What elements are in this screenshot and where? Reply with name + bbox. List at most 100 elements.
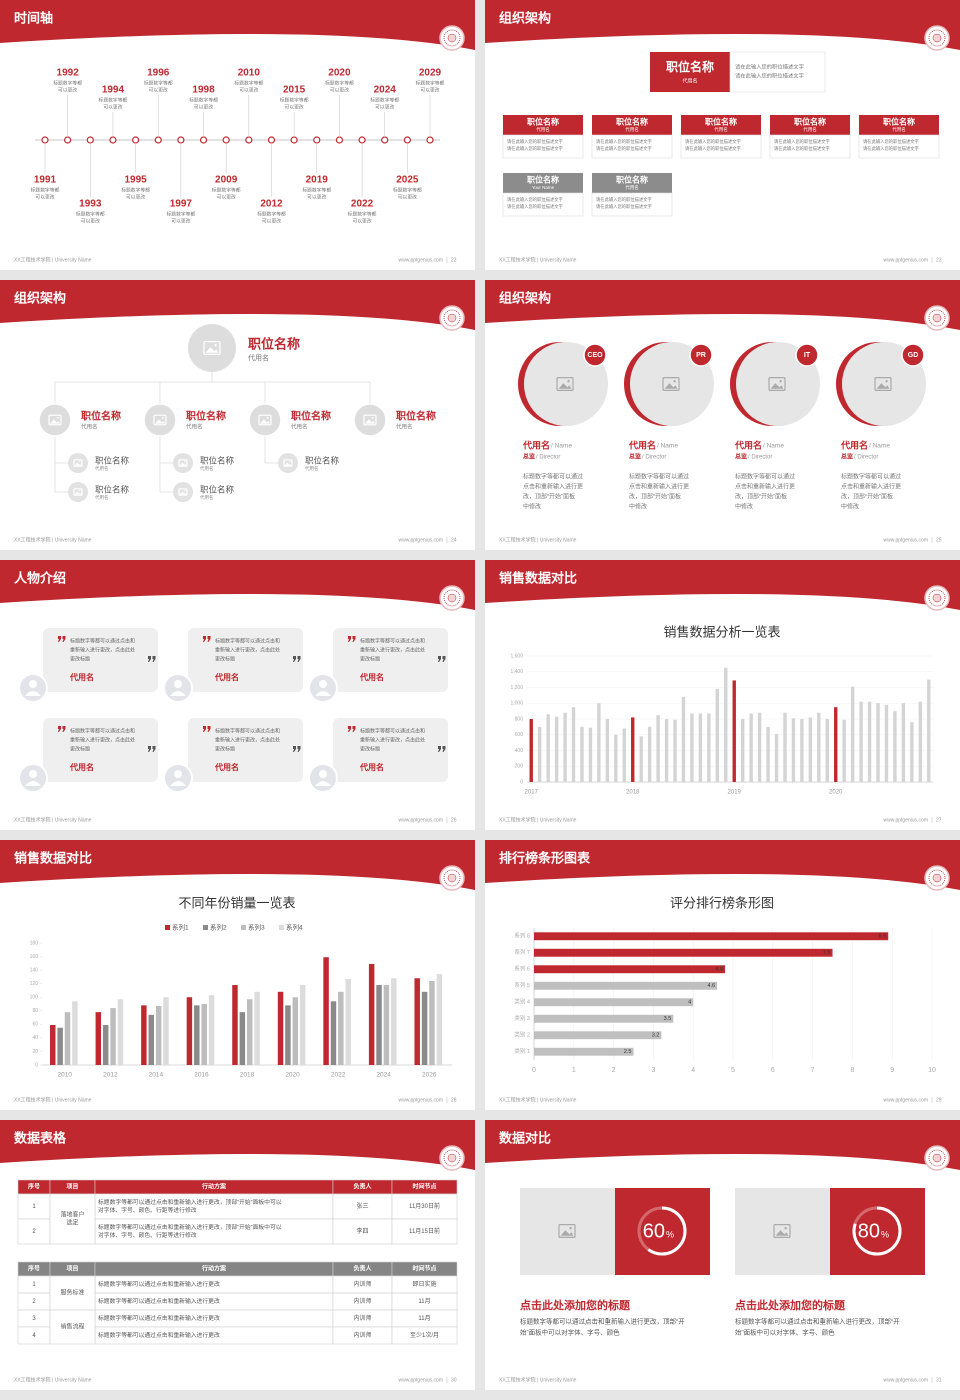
badge	[689, 343, 713, 367]
slide: 组织架构 XX工程技术学院 | University Name www.pptgen…	[485, 280, 960, 550]
slide: 销售数据对比 XX工程技术学院 | University Name www.pptg…	[0, 840, 475, 1110]
row-number: 4	[32, 1333, 36, 1339]
badge-text: IT	[804, 352, 811, 359]
footer-school: XX工程技术学院 | University Name	[499, 536, 577, 543]
legend-swatch	[203, 925, 208, 930]
footer-url: www.pptgenius.com	[884, 817, 928, 823]
image-icon	[73, 459, 83, 467]
value-label: 4	[688, 1000, 691, 1006]
logo-ring	[443, 589, 461, 607]
member-text: 改，顶部“开始”面板	[523, 493, 575, 501]
chart-title: 评分排行榜条形图	[670, 895, 774, 910]
y-tick-label: 20	[32, 1049, 38, 1055]
member-text: 中修改	[841, 503, 859, 511]
row-action: 标题数字等都可以通过点击和重新输入进行更改	[98, 1297, 220, 1305]
x-tick-label: 1	[572, 1067, 576, 1074]
page-number: 25	[936, 537, 942, 543]
timeline-dot	[313, 136, 321, 144]
image-icon-mountain	[560, 1230, 574, 1236]
donut-arc	[852, 1206, 902, 1256]
event-text: 可以更改	[352, 217, 371, 224]
event-text: 可以更改	[58, 86, 77, 93]
logo-ring	[443, 869, 461, 887]
event-year: 2012	[260, 199, 283, 210]
image-icon	[773, 1223, 791, 1238]
slide-title: 组织架构	[499, 290, 551, 305]
slide-title: 数据对比	[499, 1130, 551, 1145]
legend-swatch	[279, 925, 284, 930]
slide: 组织架构 XX工程技术学院 | University Name www.pptgen…	[485, 0, 960, 270]
item-title: 职位名称	[186, 410, 226, 423]
bar	[64, 1012, 71, 1065]
image-icon-mountain	[664, 383, 678, 389]
child-avatar	[173, 482, 193, 502]
row-owner: 李四	[356, 1227, 368, 1235]
child-title: 职位名称	[305, 455, 340, 465]
bar	[690, 713, 694, 782]
y-tick-label: 80	[32, 1008, 38, 1014]
slide-title: 时间轴	[14, 10, 53, 25]
footer-url: www.pptgenius.com	[884, 537, 928, 543]
row-action: 标题数字等都可以通过点击和重新输入进行更改，顶部“开始”面板中可以	[98, 1223, 282, 1231]
box-title: 职位名称	[616, 175, 648, 185]
image-icon-sun	[184, 461, 186, 463]
image-icon-mountain	[179, 462, 187, 466]
bar	[338, 991, 344, 1065]
image-icon-sun	[79, 461, 81, 463]
bar	[580, 726, 584, 782]
bar	[791, 718, 796, 782]
bar	[534, 965, 726, 974]
child-title: 职位名称	[200, 484, 235, 494]
bar	[254, 991, 260, 1065]
quote-open	[348, 636, 356, 642]
member-text: 点击和重新输入进行更	[523, 483, 583, 491]
quote-text: 重新输入进行更改，点击此处	[360, 736, 425, 743]
bar	[867, 701, 872, 782]
event-year: 2022	[351, 199, 374, 210]
bar	[232, 985, 238, 1065]
quote-text: 更改标题	[70, 655, 90, 662]
box-sub: 代用名	[714, 126, 728, 133]
logo-ring	[443, 1149, 461, 1167]
child-avatar	[68, 482, 88, 502]
x-tick-label: 9	[890, 1067, 894, 1074]
table-header: 负责人	[353, 1265, 372, 1273]
box-body	[591, 134, 673, 159]
box-text: 请在此输入您的职位描述文字	[507, 145, 563, 152]
box-title: 职位名称	[705, 117, 737, 127]
bar	[656, 715, 660, 782]
bar	[277, 991, 284, 1065]
child-sub: 代用名	[200, 494, 214, 501]
image-icon	[558, 1223, 576, 1238]
box-body	[591, 192, 673, 217]
slide: 销售数据对比 XX工程技术学院 | University Name www.pptg…	[485, 560, 960, 830]
box-header	[592, 173, 672, 193]
event-text: 标题数字等都	[280, 96, 309, 103]
bar	[534, 1031, 662, 1040]
y-tick-label: 0	[35, 1062, 38, 1068]
slide-title: 人物介绍	[14, 570, 66, 585]
box-title: 职位名称	[527, 175, 559, 185]
legend-swatch	[165, 925, 170, 930]
y-tick-label: 1,600	[510, 653, 523, 659]
row-owner: 内训师	[353, 1280, 371, 1288]
avatar-head	[29, 680, 37, 688]
quote-text: 标题数字等都可以通过点击和	[215, 727, 280, 734]
percent-value: 80	[858, 1220, 880, 1242]
row-time: 11月15日前	[409, 1227, 440, 1235]
member-role: 总监	[629, 453, 641, 461]
slide: 时间轴 XX工程技术学院 | University Name www.pptgeni…	[0, 0, 475, 270]
table-header: 时间节点	[412, 1265, 436, 1273]
x-tick-label: 2026	[422, 1072, 437, 1079]
logo-core	[447, 593, 457, 603]
event-year: 2025	[396, 175, 419, 186]
member-role: 总监	[735, 453, 747, 461]
image-icon-sun	[569, 1227, 572, 1230]
box-body	[858, 134, 940, 159]
chart-title: 销售数据分析一览表	[663, 624, 780, 639]
box-sub: 代用名	[892, 126, 906, 133]
event-year: 2019	[306, 175, 329, 186]
event-text: 标题数字等都	[53, 79, 82, 86]
bar	[910, 722, 914, 782]
event-text: 可以更改	[35, 193, 54, 200]
